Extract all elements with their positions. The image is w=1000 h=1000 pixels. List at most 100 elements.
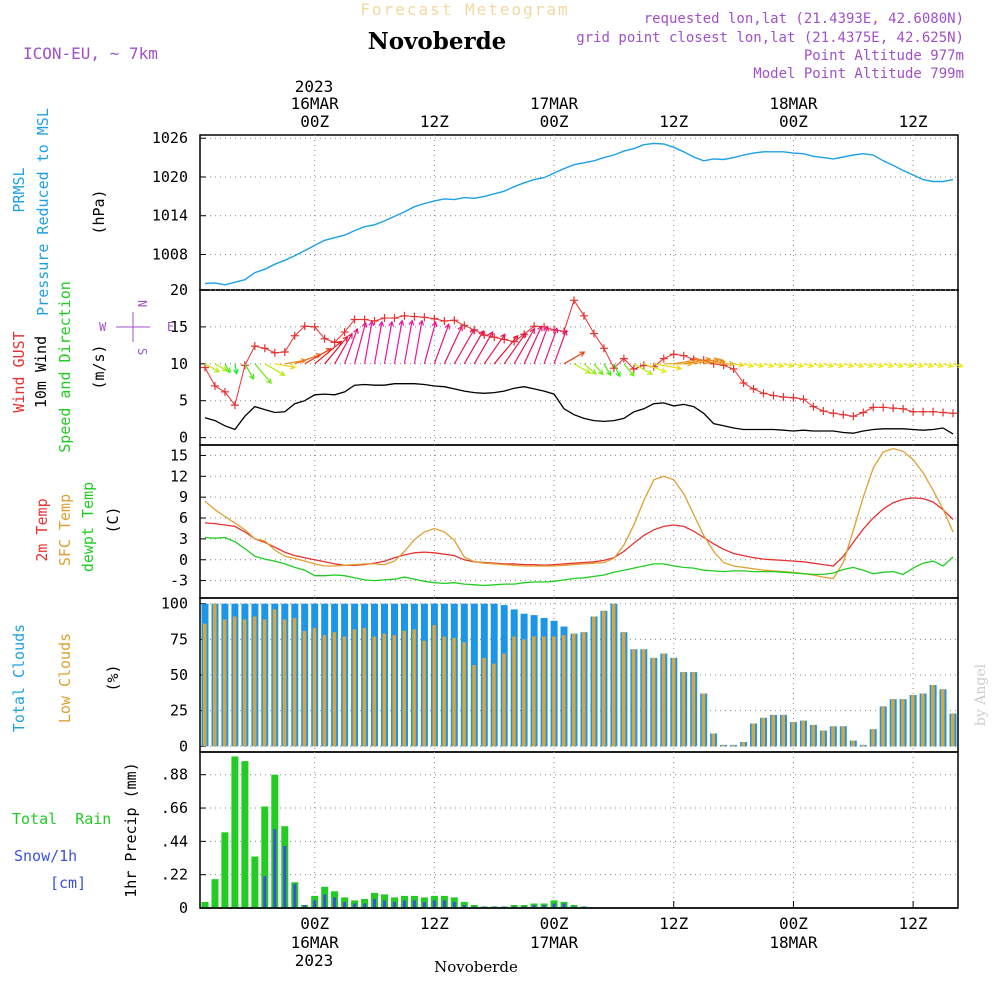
wind-arrow-shaft xyxy=(483,333,506,365)
temp-ytick-label: 3 xyxy=(179,530,188,548)
wind-arrow xyxy=(344,327,359,365)
gust-marker xyxy=(440,317,449,325)
gust-marker xyxy=(899,404,908,413)
wind-arrow-shaft xyxy=(314,340,342,365)
wind-arrow-head xyxy=(897,362,904,369)
snow-bar xyxy=(462,905,466,908)
low-cloud-bar xyxy=(592,616,596,747)
wind-ytick-label: 10 xyxy=(170,355,188,373)
rain-bar xyxy=(261,806,269,908)
low-cloud-bar xyxy=(621,632,626,747)
wind-arrow-shaft xyxy=(693,358,719,365)
bottom-hour-label: 00Z xyxy=(540,914,569,933)
low-cloud-bar xyxy=(542,636,546,747)
gust-marker xyxy=(200,363,209,372)
wind-arrow-head xyxy=(290,363,297,370)
snow-bar xyxy=(393,901,396,908)
wind-arrow-shaft xyxy=(244,363,255,380)
gust-marker xyxy=(430,314,439,323)
wind-arrow-shaft xyxy=(563,351,585,365)
wind-arrow-head xyxy=(478,330,484,337)
wind-arrow-head xyxy=(512,334,519,341)
location-title: Novoberde xyxy=(368,28,507,55)
snow-unit-label: [cm] xyxy=(50,874,86,892)
low-cloud-bar xyxy=(741,742,746,747)
wind-arrow xyxy=(733,361,745,368)
gust-marker xyxy=(589,329,598,338)
gust-marker xyxy=(859,408,868,417)
wind-gust-line xyxy=(204,299,954,417)
wind-arrow-head xyxy=(687,360,694,367)
clouds-ytick-label: 100 xyxy=(161,595,188,613)
low-cloud-bar xyxy=(222,619,227,747)
wind-arrow-head xyxy=(738,361,745,368)
wind-arrow-head xyxy=(597,369,604,376)
wind-arrow-head xyxy=(778,362,785,369)
wind-arrow-head xyxy=(798,362,805,369)
wind-arrow-head xyxy=(342,335,349,342)
gust-marker xyxy=(460,321,469,330)
wind-arrow-head xyxy=(500,333,506,340)
low-cloud-bar xyxy=(312,627,317,747)
gust-marker xyxy=(789,393,798,402)
wind-arrow-head xyxy=(529,327,535,335)
snow-bar xyxy=(403,900,406,908)
low-cloud-bar xyxy=(562,635,566,747)
wind-arrow-shaft xyxy=(354,322,367,364)
wind-arrow xyxy=(274,363,297,370)
low-cloud-bar xyxy=(731,744,736,747)
wind-arrow-head xyxy=(758,362,765,369)
wind-arrow-head xyxy=(605,370,612,377)
snow-bar xyxy=(273,829,277,908)
gust-marker xyxy=(300,322,309,331)
wind-arrow xyxy=(363,320,375,364)
ms-unit-label: (m/s) xyxy=(90,344,108,389)
wind-arrow-shaft xyxy=(883,363,894,367)
wind-arrow-head xyxy=(957,362,964,369)
wind-arrow-shaft xyxy=(533,326,549,365)
gust-marker xyxy=(290,331,299,340)
low-cloud-bar xyxy=(681,672,686,747)
low-cloud-bar xyxy=(462,642,466,747)
wind-arrow-shaft xyxy=(423,321,437,364)
wind-arrow-shaft xyxy=(413,320,423,364)
wind-arrow xyxy=(224,363,231,374)
wind-arrow-shaft xyxy=(902,363,913,367)
low-cloud-bar xyxy=(432,625,436,747)
wind-arrow xyxy=(573,363,592,374)
wind-arrow xyxy=(623,363,635,377)
2m-temp-label: 2m Temp xyxy=(33,498,51,561)
gust-marker xyxy=(280,348,289,356)
wind-arrow xyxy=(883,362,895,369)
wind-arrow xyxy=(403,319,415,364)
low-cloud-bar xyxy=(671,657,676,747)
wind-arrow xyxy=(922,362,935,369)
wind-arrow-shaft xyxy=(753,363,764,367)
low-cloud-bar xyxy=(721,744,726,747)
pressure-line xyxy=(204,142,954,286)
wind-arrow-shaft xyxy=(473,331,494,365)
gust-marker xyxy=(240,361,249,370)
wind-arrow xyxy=(563,351,586,365)
wind-arrow-head xyxy=(408,319,415,326)
low-cloud-bar xyxy=(611,603,616,747)
low-cloud-bar xyxy=(841,726,845,747)
wind-arrow-shaft xyxy=(553,330,567,365)
wind-arrow-head xyxy=(837,362,845,369)
wind-arrow-head xyxy=(847,362,855,369)
snow-bar xyxy=(363,903,367,908)
wind-arrow-head xyxy=(748,362,755,369)
wind-arrow-head xyxy=(818,362,825,369)
rain-bar xyxy=(231,756,239,908)
gust-marker xyxy=(220,387,229,396)
wind-arrow-shaft xyxy=(952,363,963,367)
footer-location: Novoberde xyxy=(434,958,518,976)
wind-arrow-shaft xyxy=(583,363,597,375)
low-cloud-bar xyxy=(761,717,765,747)
wind-arrow-shaft xyxy=(653,363,682,370)
wind-arrow-head xyxy=(907,362,914,369)
wind-arrow xyxy=(902,362,914,369)
gust-marker xyxy=(819,407,828,416)
wind-arrow-head xyxy=(615,371,621,378)
gust-marker xyxy=(869,403,878,412)
